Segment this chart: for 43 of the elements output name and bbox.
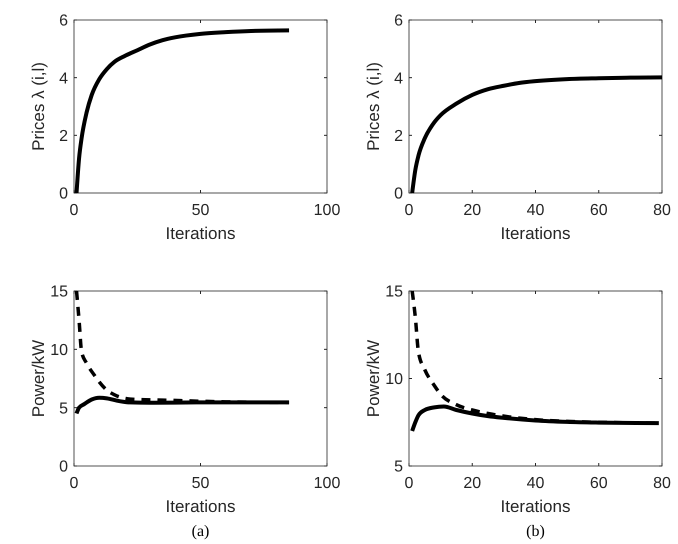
x-tick-label: 40: [526, 202, 544, 219]
y-tick-label: 15: [385, 284, 404, 301]
y-tick-label: 2: [394, 128, 404, 145]
y-axis-title: Power/kW: [29, 340, 48, 418]
x-tick-label: 0: [404, 202, 414, 219]
y-tick-label: 15: [50, 284, 68, 301]
line-series: [410, 75, 664, 195]
y-tick-label: 6: [394, 12, 404, 30]
x-tick-label: 40: [526, 475, 544, 492]
x-tick-label: 100: [314, 202, 340, 219]
x-axis-title: Iterations: [500, 497, 570, 516]
y-tick-label: 10: [50, 342, 68, 359]
y-axis-title: Power/kW: [364, 340, 383, 418]
x-tick-label: 60: [590, 202, 608, 219]
y-tick-label: 5: [394, 458, 404, 476]
y-tick-label: 5: [59, 400, 68, 418]
y-tick-label: 10: [385, 371, 404, 388]
y-tick-label: 0: [59, 186, 68, 203]
y-axis-title: Prices λ (i,l): [29, 62, 48, 151]
x-tick-label: 0: [70, 202, 79, 219]
y-tick-label: 4: [394, 70, 404, 88]
x-tick-label: 80: [653, 475, 671, 492]
y-tick-label: 0: [59, 458, 68, 476]
x-axis-title: Iterations: [166, 497, 236, 516]
x-tick-label: 50: [192, 475, 210, 492]
x-tick-label: 20: [463, 475, 482, 492]
text: (a): [192, 523, 210, 540]
text: (b): [526, 523, 545, 540]
y-tick-label: 0: [394, 186, 404, 203]
y-tick-label: 4: [59, 70, 68, 88]
y-tick-label: 6: [59, 12, 68, 30]
x-tick-label: 0: [70, 475, 79, 492]
y-axis-title: Prices λ (i,l): [364, 62, 383, 151]
x-tick-label: 50: [192, 202, 210, 219]
x-tick-label: 80: [653, 202, 671, 219]
x-tick-label: 100: [314, 475, 340, 492]
x-tick-label: 0: [404, 475, 414, 492]
y-tick-label: 2: [59, 128, 68, 145]
x-axis-title: Iterations: [166, 224, 236, 243]
line-series: [74, 28, 292, 195]
x-axis-title: Iterations: [500, 224, 570, 243]
x-tick-label: 60: [590, 475, 608, 492]
x-tick-label: 20: [463, 202, 482, 219]
